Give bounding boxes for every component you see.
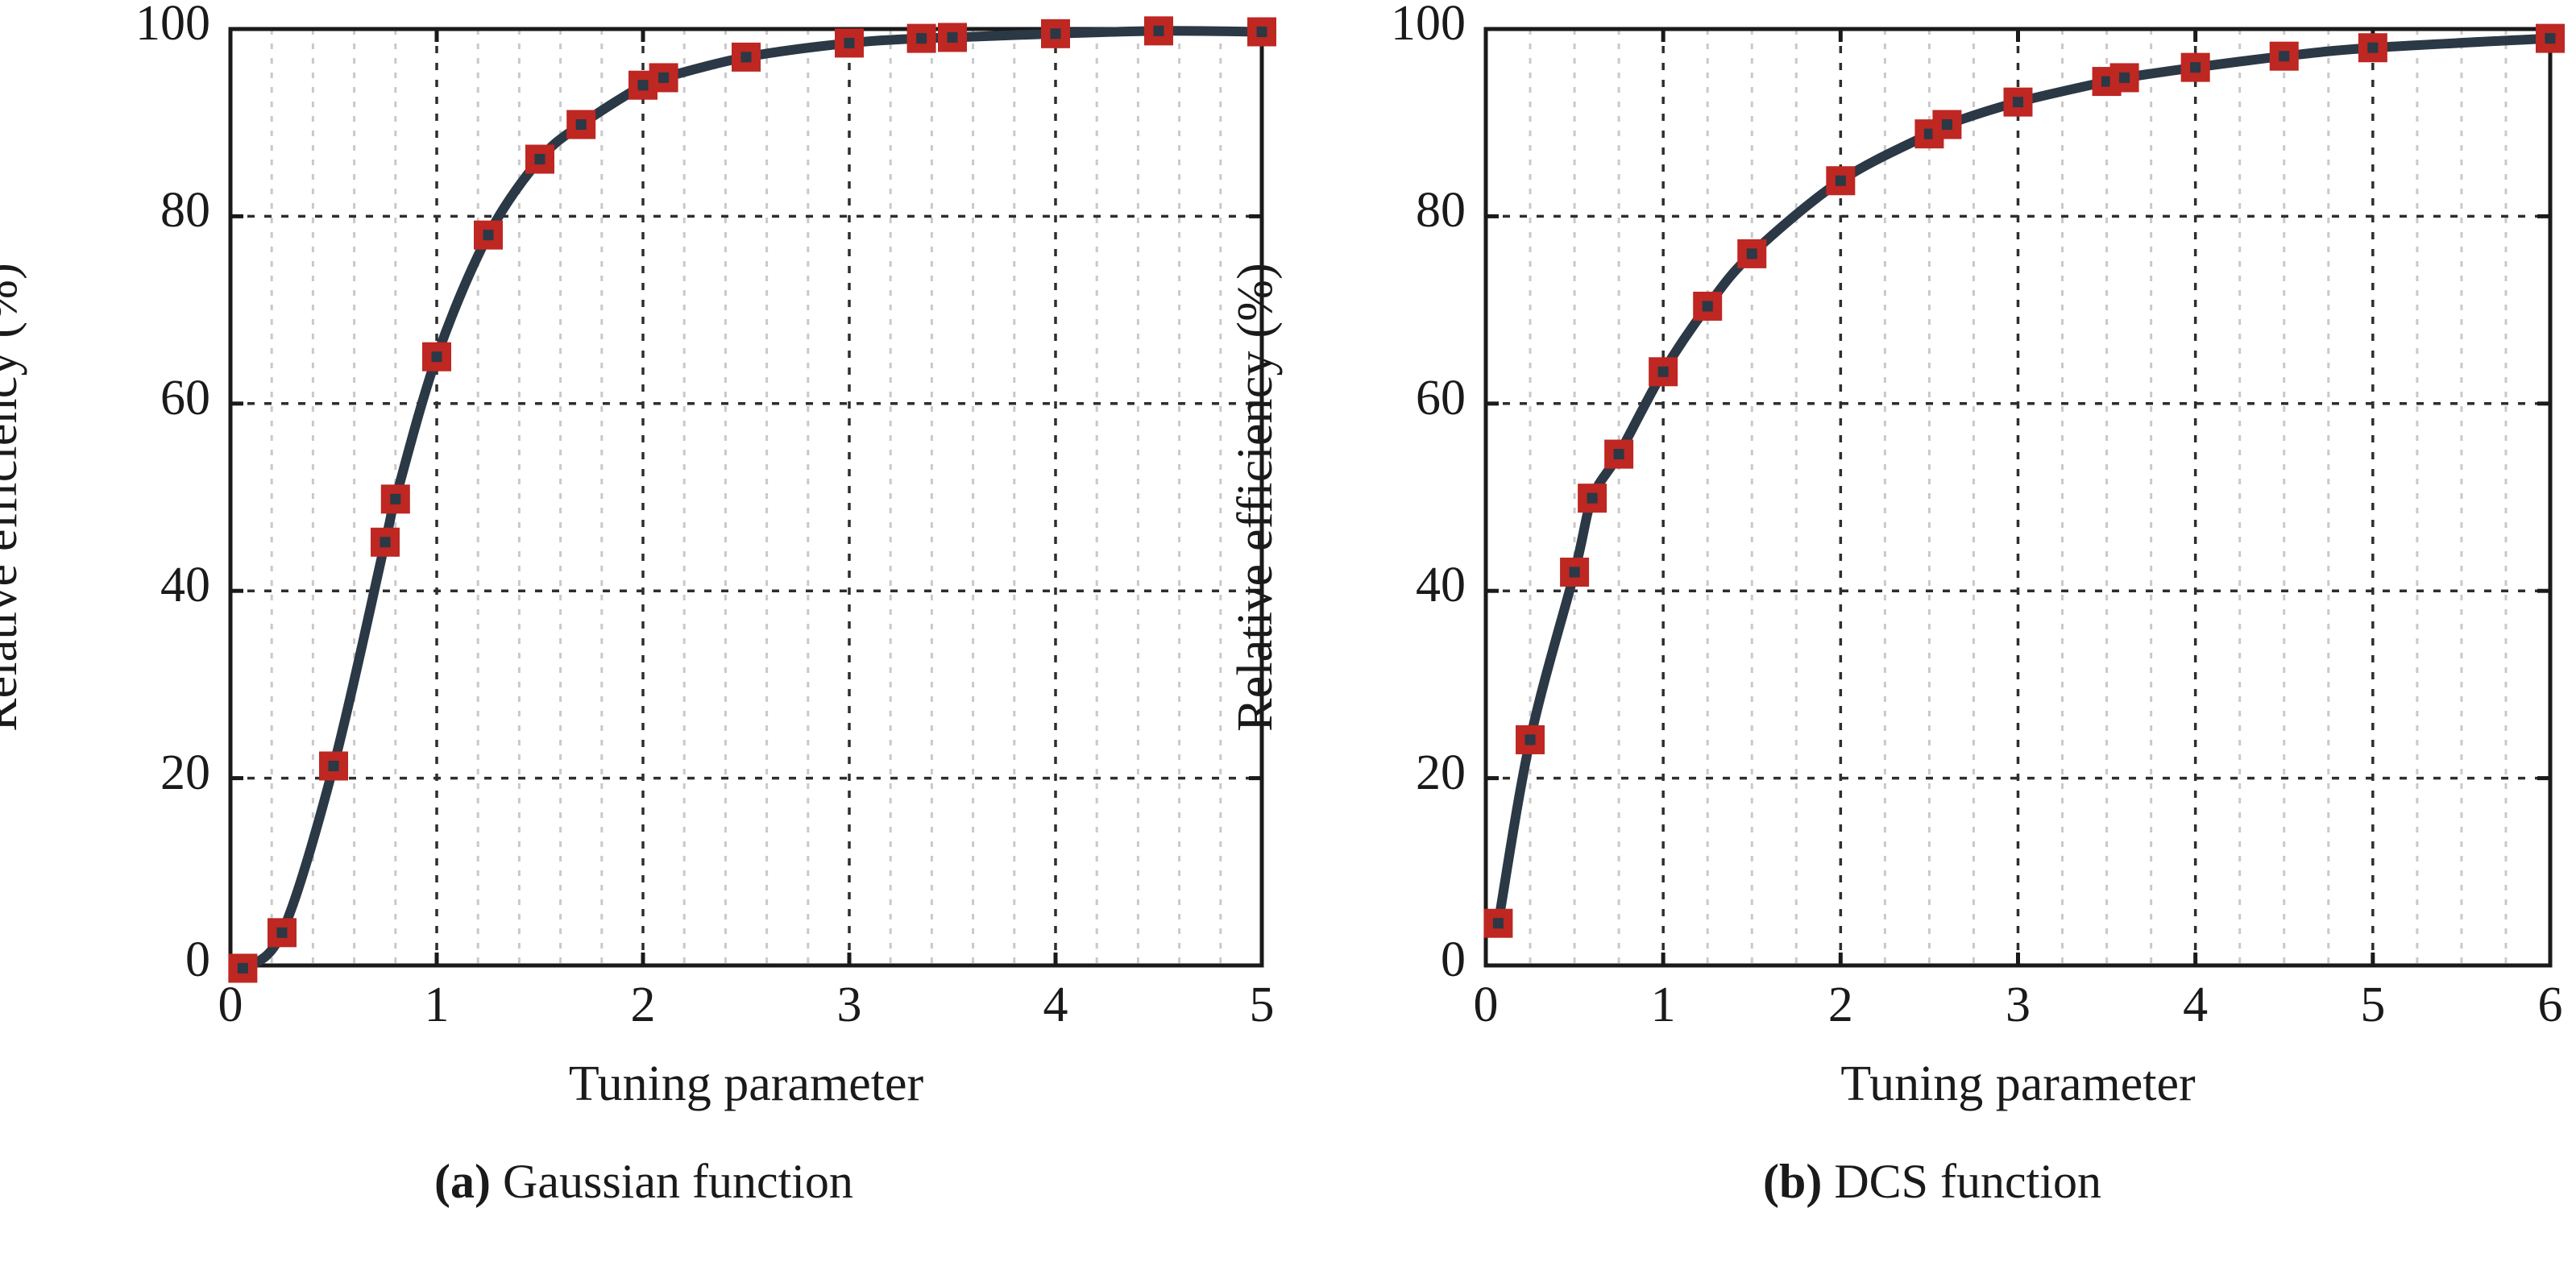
- panel-caption-text-dcs: DCS function: [1834, 1155, 2101, 1208]
- y-tick-label: 80: [1416, 183, 1466, 239]
- data-marker-core: [390, 493, 401, 504]
- plot-area-gaussian: [228, 16, 1276, 983]
- data-marker-core: [1746, 248, 1757, 259]
- data-marker-core: [1657, 366, 1669, 377]
- y-tick-label: 0: [1441, 932, 1466, 987]
- major-gridlines: [230, 29, 1262, 965]
- y-tick-label: 40: [160, 558, 210, 613]
- y-tick-label: 100: [135, 0, 210, 51]
- y-tick-label: 40: [1416, 558, 1466, 613]
- data-markers-a: [228, 16, 1276, 983]
- data-marker-core: [2190, 62, 2201, 73]
- data-marker-core: [575, 119, 587, 131]
- data-marker-core: [2013, 97, 2023, 108]
- major-gridlines: [1486, 29, 2550, 965]
- data-marker-core: [1050, 28, 1061, 39]
- x-tick-label: 5: [1249, 978, 1275, 1032]
- panel-dcs: Relative efficiency (%) Tuning parameter…: [1228, 0, 2576, 1262]
- plot-area-dcs: [1483, 23, 2565, 968]
- y-tick-label: 80: [160, 183, 210, 239]
- x-tick-label: 1: [1650, 978, 1676, 1032]
- data-marker-core: [637, 80, 649, 91]
- data-markers-b: [1483, 23, 2565, 938]
- x-tick-label: 4: [2183, 978, 2209, 1032]
- data-marker-core: [1492, 918, 1504, 929]
- x-tick-label: 6: [2537, 978, 2563, 1032]
- data-marker-core: [1587, 492, 1598, 504]
- data-marker-core: [1153, 25, 1164, 36]
- axes-frame: [228, 27, 1264, 968]
- data-marker-core: [2545, 33, 2556, 44]
- y-tick-label: 60: [1416, 370, 1466, 426]
- data-marker-core: [2367, 42, 2379, 53]
- x-tick-label: 1: [424, 978, 450, 1032]
- x-tick-label: 5: [2360, 978, 2386, 1032]
- data-marker-core: [483, 230, 494, 241]
- data-marker-core: [237, 962, 248, 973]
- data-line-b: [1493, 33, 2555, 928]
- y-tick-label: 0: [185, 932, 210, 987]
- y-tick-label: 60: [160, 370, 210, 426]
- data-marker-core: [947, 31, 958, 43]
- panel-caption-tag-gaussian: (a): [434, 1155, 492, 1208]
- panel-gaussian: Relative efficiency (%) Tuning parameter…: [0, 0, 1288, 1210]
- data-marker-core: [380, 537, 391, 548]
- data-marker-core: [1941, 119, 1952, 131]
- data-marker-core: [2119, 72, 2130, 83]
- panel-caption-dcs: (b) DCS function: [1288, 1154, 2576, 1210]
- data-marker-core: [740, 52, 752, 63]
- x-axis-title-dcs: Tuning parameter: [1840, 1057, 2196, 1111]
- data-marker-core: [1923, 128, 1935, 139]
- x-tick-label: 0: [218, 978, 243, 1032]
- data-marker-core: [1613, 449, 1624, 460]
- x-tick-label: 3: [2006, 978, 2031, 1032]
- data-marker-core: [1256, 26, 1267, 37]
- x-tick-label: 2: [1827, 978, 1853, 1032]
- y-axis-title-dcs: Relative efficiency (%): [1228, 263, 1283, 732]
- data-marker-core: [1569, 567, 1580, 578]
- data-marker-core: [916, 33, 927, 44]
- data-marker-core: [328, 760, 339, 771]
- data-marker-core: [1524, 734, 1536, 745]
- x-tick-label: 4: [1043, 978, 1068, 1032]
- y-axis-title-gaussian: Relative efficiency (%): [0, 263, 27, 732]
- data-marker-core: [276, 927, 288, 938]
- data-marker-core: [2279, 51, 2290, 62]
- minor-gridlines: [1529, 29, 2508, 965]
- panel-caption-gaussian: (a) Gaussian function: [0, 1154, 1288, 1210]
- data-marker-core: [1835, 175, 1846, 186]
- panel-caption-tag-dcs: (b): [1762, 1155, 1823, 1208]
- data-marker-core: [844, 37, 855, 48]
- x-tick-label: 0: [1473, 978, 1499, 1032]
- y-tick-label: 20: [160, 745, 210, 800]
- panel-caption-text-gaussian: Gaussian function: [503, 1155, 853, 1208]
- data-marker-core: [2101, 76, 2113, 87]
- data-marker-core: [534, 154, 545, 165]
- data-marker-core: [1702, 301, 1713, 312]
- x-axis-title-gaussian: Tuning parameter: [568, 1057, 924, 1111]
- x-tick-label: 2: [630, 978, 656, 1032]
- data-marker-core: [431, 351, 442, 363]
- y-tick-label: 20: [1416, 745, 1466, 800]
- x-tick-label: 3: [836, 978, 862, 1032]
- y-tick-label: 100: [1391, 0, 1466, 51]
- data-marker-core: [658, 72, 670, 83]
